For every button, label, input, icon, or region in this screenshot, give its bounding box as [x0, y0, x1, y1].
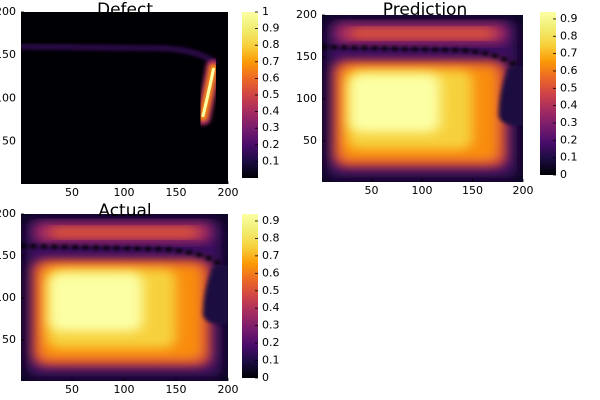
colorbar-tick-label: 0.7 [262, 55, 280, 68]
colorbar-tick-label: 0.2 [560, 133, 578, 146]
colorbar-tick-label: 0.6 [262, 71, 280, 84]
y-tick-label: 150 [0, 48, 16, 61]
x-tick-label: 200 [218, 383, 239, 396]
y-tick-label: 50 [2, 333, 16, 346]
y-tick-label: 50 [303, 134, 317, 147]
heatmap [20, 11, 229, 185]
x-tick-label: 50 [65, 186, 79, 199]
y-tick-label: 200 [296, 8, 317, 21]
colorbar-tick-label: 0.6 [560, 64, 578, 77]
y-tick-label: 150 [0, 249, 16, 262]
y-tick-label: 100 [296, 92, 317, 105]
colorbar-tick-label: 0.9 [560, 12, 578, 25]
x-tick-label: 100 [113, 383, 134, 396]
y-tick-label: 100 [0, 291, 16, 304]
x-tick-label: 200 [513, 184, 534, 197]
colorbar-tick-label: 0 [262, 371, 269, 384]
colorbar [242, 12, 258, 178]
y-tick-label: 200 [0, 5, 16, 18]
colorbar-tick-label: 0.2 [262, 138, 280, 151]
x-tick-label: 150 [165, 383, 186, 396]
colorbar-tick-label: 1 [262, 5, 269, 18]
panel-title: Defect [97, 0, 153, 20]
colorbar-tick-label: 0.3 [262, 319, 280, 332]
colorbar-tick-label: 0.1 [262, 354, 280, 367]
heatmap [321, 14, 524, 183]
x-tick-label: 100 [411, 184, 432, 197]
colorbar [242, 214, 258, 378]
heatmap-field [321, 14, 524, 183]
colorbar-tick-label: 0.2 [262, 336, 280, 349]
y-tick-label: 50 [2, 135, 16, 148]
colorbar-tick-label: 0.9 [262, 22, 280, 35]
colorbar-tick-label: 0.7 [560, 47, 578, 60]
heatmap-image [20, 213, 229, 382]
colorbar-tick-label: 0.5 [262, 284, 280, 297]
colorbar-tick-label: 0 [560, 168, 567, 181]
colorbar-tick-label: 0.3 [262, 121, 280, 134]
colorbar-tick-label: 0.1 [560, 151, 578, 164]
heatmap-image [321, 14, 524, 183]
panel-title: Prediction [383, 0, 467, 20]
colorbar-tick-label: 0.8 [560, 29, 578, 42]
colorbar-tick-label: 0.9 [262, 214, 280, 227]
panel-title: Actual [98, 201, 151, 221]
colorbar-tick-label: 0.5 [560, 81, 578, 94]
heatmap-field [20, 213, 229, 382]
colorbar-tick-label: 0.4 [560, 99, 578, 112]
x-tick-label: 50 [65, 383, 79, 396]
heatmap-field [20, 11, 229, 185]
colorbar-tick-label: 0.8 [262, 38, 280, 51]
x-tick-label: 200 [218, 186, 239, 199]
colorbar-tick-label: 0.5 [262, 88, 280, 101]
heatmap [20, 213, 229, 382]
x-tick-label: 150 [462, 184, 483, 197]
colorbar-tick-label: 0.3 [560, 116, 578, 129]
colorbar-tick-label: 0.6 [262, 266, 280, 279]
colorbar-tick-label: 0.1 [262, 154, 280, 167]
x-tick-label: 100 [113, 186, 134, 199]
colorbar [540, 12, 556, 175]
colorbar-tick-label: 0.4 [262, 105, 280, 118]
heatmap-image [20, 11, 229, 185]
y-tick-label: 150 [296, 50, 317, 63]
x-tick-label: 150 [165, 186, 186, 199]
colorbar-tick-label: 0.8 [262, 231, 280, 244]
y-tick-label: 100 [0, 91, 16, 104]
y-tick-label: 200 [0, 207, 16, 220]
colorbar-tick-label: 0.7 [262, 249, 280, 262]
colorbar-tick-label: 0.4 [262, 301, 280, 314]
x-tick-label: 50 [364, 184, 378, 197]
